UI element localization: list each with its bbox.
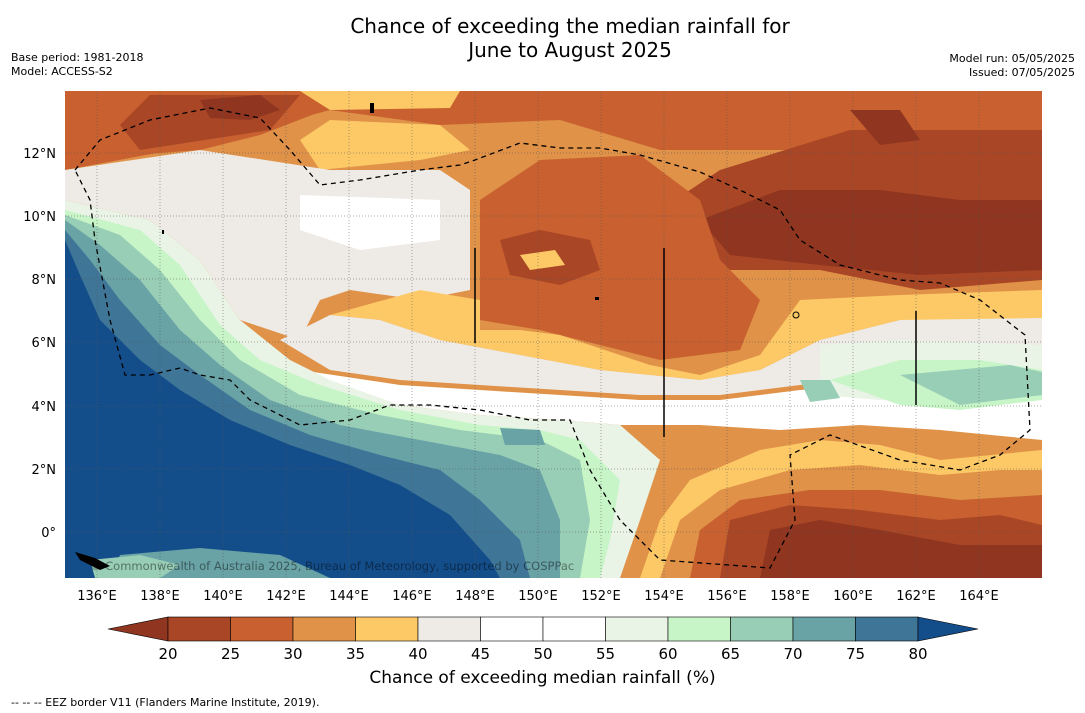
colorbar-segment: [605, 616, 669, 642]
colorbar-tick-label: 60: [658, 645, 677, 663]
copyright-text: © Commonwealth of Australia 2025, Bureau…: [90, 559, 574, 573]
lon-label: 144°E: [329, 589, 369, 604]
issued-date-text: Issued: 07/05/2025: [968, 66, 1075, 79]
colorbar-tick-label: 55: [596, 645, 615, 663]
title-line-1: Chance of exceeding the median rainfall …: [350, 14, 790, 38]
lon-label: 138°E: [140, 589, 180, 604]
colorbar-tick-label: 50: [533, 645, 552, 663]
lon-label: 158°E: [770, 589, 810, 604]
eez-footnote: -- -- -- EEZ border V11 (Flanders Marine…: [11, 696, 320, 709]
colorbar-segment: [355, 616, 419, 642]
colorbar-segment: [855, 616, 919, 642]
issue-info: Model run: 05/05/2025 Issued: 07/05/2025: [949, 52, 1075, 80]
lon-label: 148°E: [455, 589, 495, 604]
lat-label: 10°N: [23, 210, 56, 225]
colorbar-segment: [667, 616, 731, 642]
colorbar-tick-label: 65: [721, 645, 740, 663]
colorbar-segment: [292, 616, 356, 642]
lat-label: 6°N: [32, 336, 57, 351]
colorbar-tick-label: 80: [908, 645, 927, 663]
lat-label: 8°N: [32, 273, 57, 288]
colorbar-tick-label: 20: [158, 645, 177, 663]
lon-label: 142°E: [266, 589, 306, 604]
colorbar: [107, 616, 979, 642]
colorbar-tick-label: 30: [283, 645, 302, 663]
lon-label: 156°E: [707, 589, 747, 604]
eez-border: [74, 107, 1031, 569]
colorbar-tick-label: 35: [346, 645, 365, 663]
colorbar-segment: [230, 616, 294, 642]
lon-label: 150°E: [518, 589, 558, 604]
lat-label: 4°N: [32, 400, 57, 415]
lat-label: 0°: [41, 526, 56, 541]
model-name-text: Model: ACCESS-S2: [11, 65, 113, 78]
colorbar-tick-label: 40: [408, 645, 427, 663]
colorbar-segment: [542, 616, 606, 642]
lon-label: 146°E: [392, 589, 432, 604]
latitude-labels: 12°N 10°N 8°N 6°N 4°N 2°N 0°: [23, 147, 56, 541]
colorbar-segment: [167, 616, 231, 642]
lon-label: 140°E: [203, 589, 243, 604]
map-fields: [65, 91, 1042, 578]
colorbar-segment: [730, 616, 794, 642]
model-run-text: Model run: 05/05/2025: [949, 52, 1075, 65]
colorbar-segment: [417, 616, 481, 642]
longitude-labels: 136°E 138°E 140°E 142°E 144°E 146°E 148°…: [77, 589, 999, 604]
lon-label: 152°E: [581, 589, 621, 604]
lon-label: 162°E: [896, 589, 936, 604]
lat-label: 12°N: [23, 147, 56, 162]
boundary-segments: [474, 248, 917, 437]
lon-label: 154°E: [644, 589, 684, 604]
lat-label: 2°N: [32, 463, 57, 478]
islands: [75, 103, 800, 570]
lon-label: 164°E: [959, 589, 999, 604]
colorbar-tick-label: 45: [471, 645, 490, 663]
colorbar-arrow-high: [917, 616, 979, 642]
colorbar-segment: [792, 616, 856, 642]
title-line-2: June to August 2025: [468, 38, 672, 62]
colorbar-tick-label: 25: [221, 645, 240, 663]
colorbar-arrow-low: [107, 616, 169, 642]
lon-label: 136°E: [77, 589, 117, 604]
map-title: Chance of exceeding the median rainfall …: [0, 14, 1085, 62]
model-info: Base period: 1981-2018 Model: ACCESS-S2: [11, 51, 143, 79]
colorbar-tick-label: 70: [783, 645, 802, 663]
colorbar-segment: [480, 616, 544, 642]
base-period-text: Base period: 1981-2018: [11, 51, 144, 64]
colorbar-tick-label: 75: [846, 645, 865, 663]
colorbar-title: Chance of exceeding median rainfall (%): [369, 668, 716, 688]
colorbar-labels: 20 25 30 35 40 45 50 55 60 65 70 75 80: [158, 645, 927, 663]
lon-label: 160°E: [833, 589, 873, 604]
